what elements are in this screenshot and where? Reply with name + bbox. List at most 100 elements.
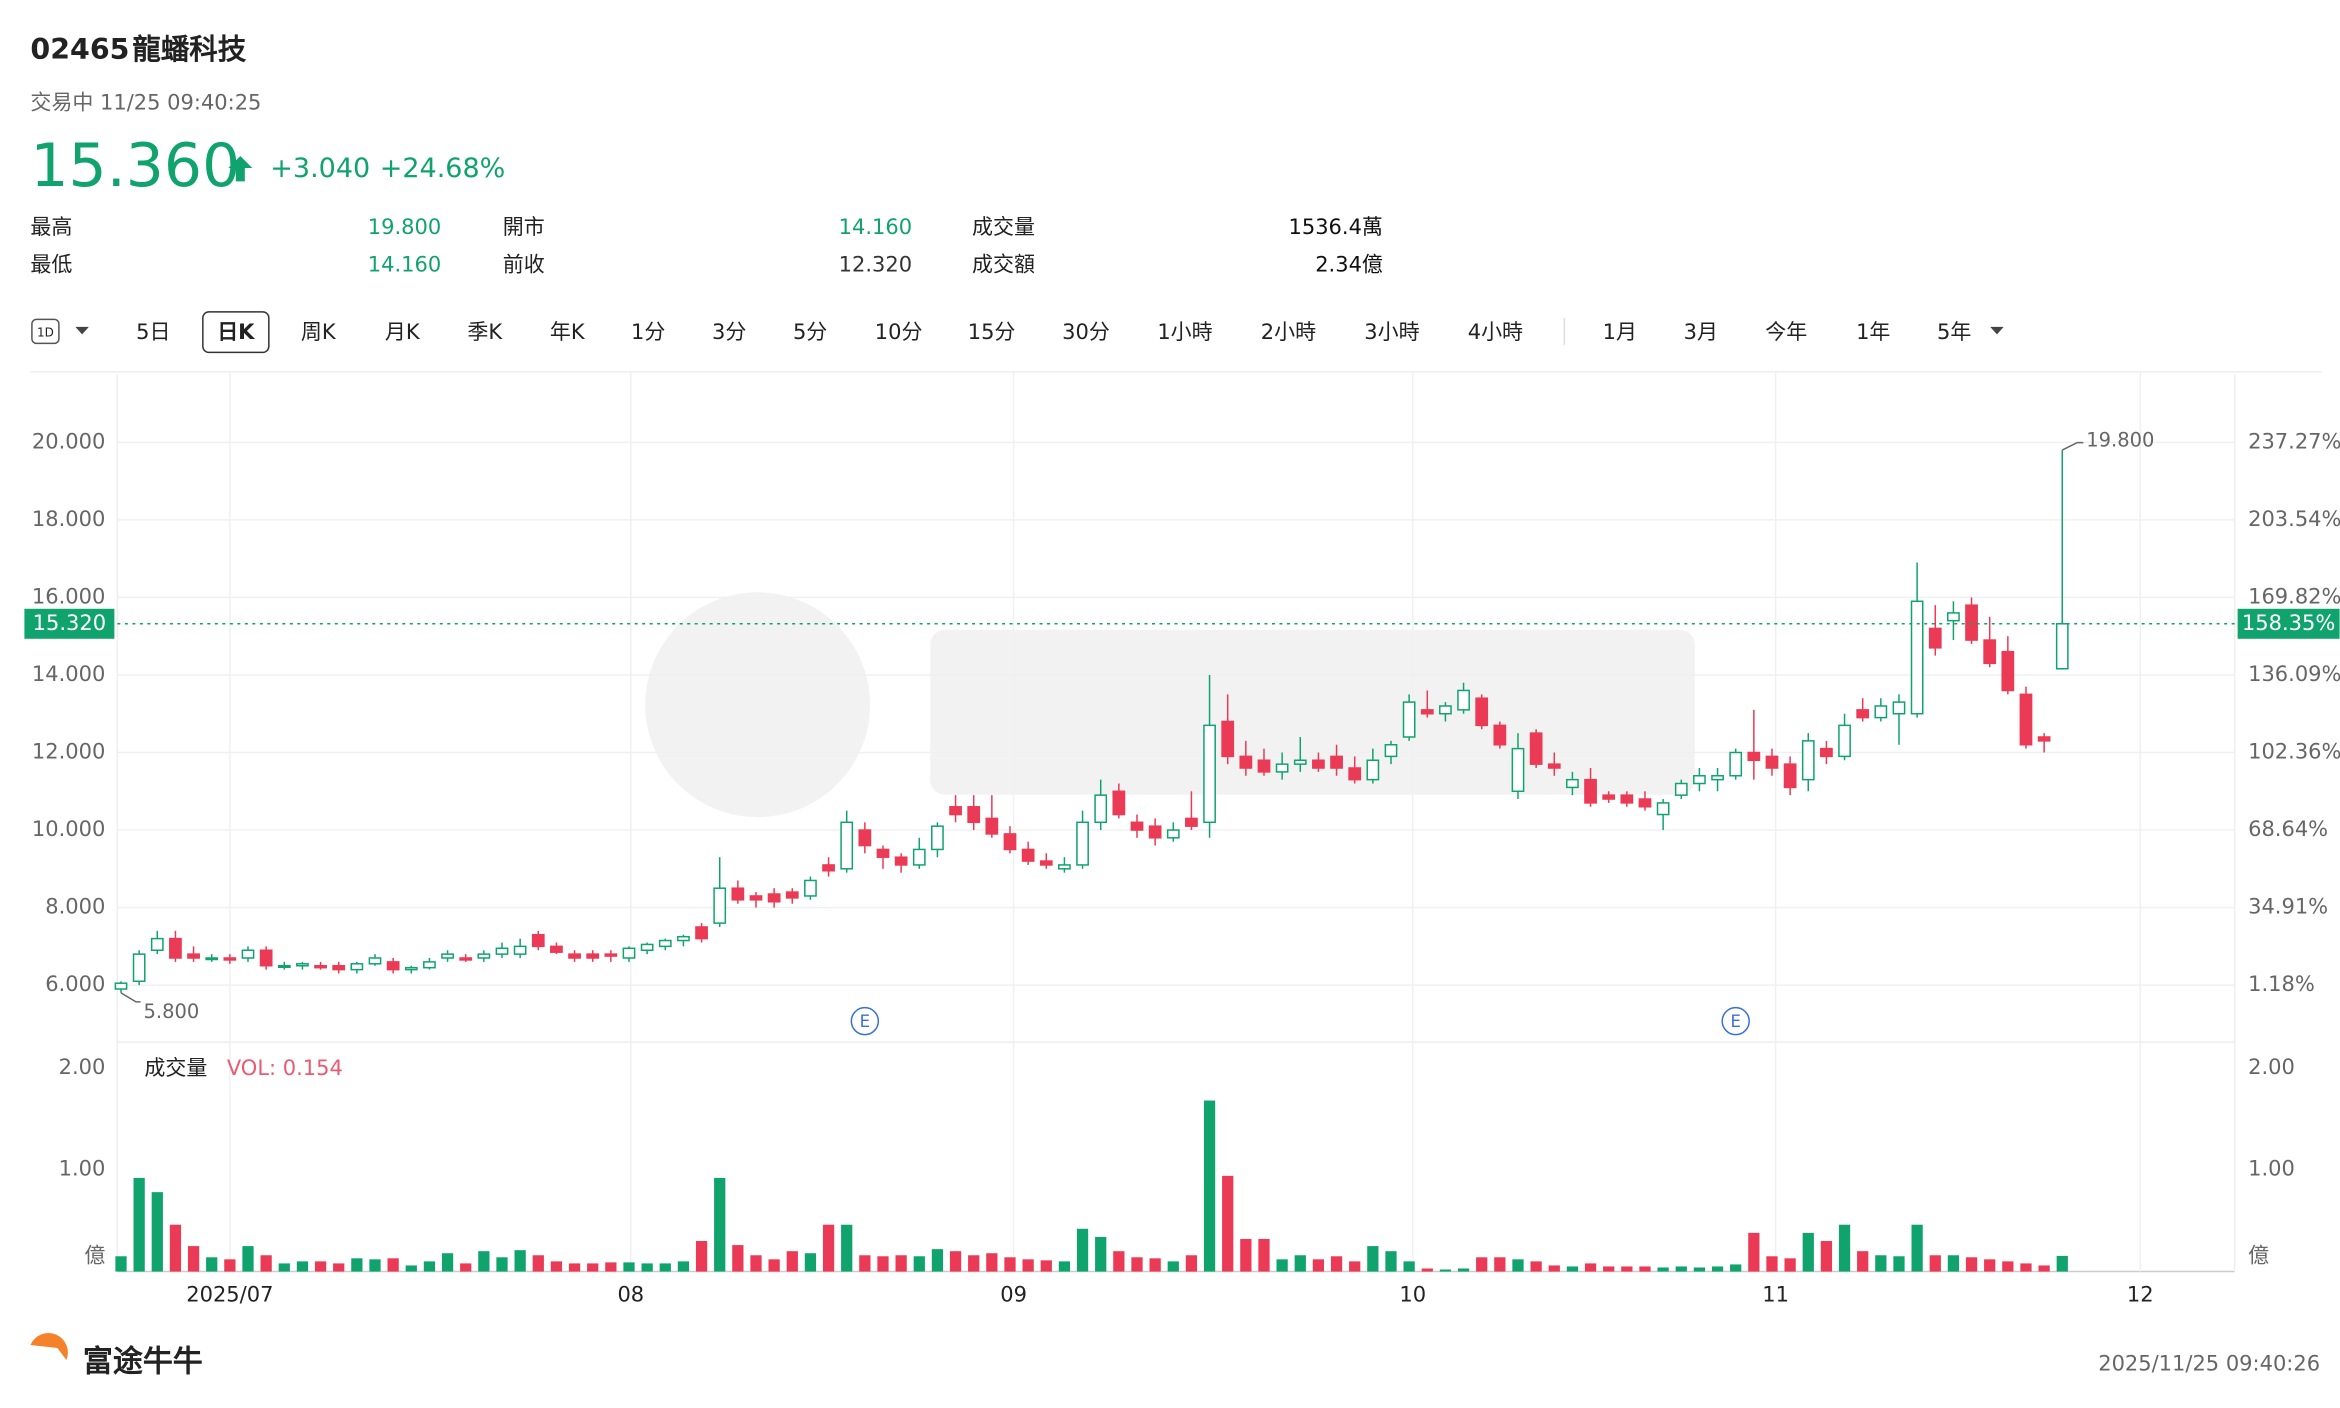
tab[interactable]: 1小時 (1157, 320, 1212, 344)
candle-body (1348, 767, 1362, 781)
x-tick-label: 11 (1762, 1283, 1789, 1307)
volume-tick-label: 億 (84, 1244, 105, 1268)
volume-bar (2038, 1265, 2050, 1272)
tab[interactable]: 3小時 (1364, 320, 1419, 344)
pct-tag-label: 158.35% (2242, 611, 2335, 635)
tab[interactable]: 1分 (631, 320, 665, 344)
volume-bar (1566, 1266, 1579, 1272)
candle-body (1620, 794, 1634, 804)
candle-body (1547, 763, 1561, 769)
tab[interactable]: 月K (385, 320, 421, 344)
stat-label: 最低 (30, 252, 72, 276)
candle-body (1475, 697, 1489, 727)
candle-body (2019, 693, 2033, 746)
y-tick-label: 10.000 (32, 817, 105, 841)
candle-body (1094, 794, 1108, 824)
candle-body (1058, 864, 1071, 870)
tab[interactable]: 2小時 (1261, 320, 1316, 344)
candle-body (840, 821, 854, 870)
candle-body (459, 957, 473, 961)
y-tick-label: 6.000 (45, 972, 105, 996)
tab[interactable]: 季K (467, 320, 503, 344)
volume-bar (514, 1250, 526, 1272)
candle-body (1221, 720, 1235, 758)
candle-body (1965, 604, 1978, 641)
tab[interactable]: 5年 (1937, 320, 1971, 344)
volume-bar (1984, 1259, 1996, 1272)
tab[interactable]: 日K (217, 320, 255, 344)
volume-bar (568, 1263, 581, 1272)
tab[interactable]: 15分 (968, 320, 1016, 344)
tab[interactable]: 5分 (793, 320, 827, 344)
candle-body (604, 953, 618, 957)
volume-bar (2020, 1263, 2032, 1272)
volume-bar (1639, 1266, 1651, 1272)
candle-body (531, 933, 545, 948)
candle-body (169, 937, 182, 959)
volume-bar (877, 1256, 889, 1272)
candle-body (1457, 689, 1470, 711)
candle-body (132, 953, 146, 983)
tab[interactable]: 30分 (1062, 320, 1110, 344)
y2-tick-label: 169.82% (2248, 584, 2340, 608)
volume-bar (206, 1257, 218, 1272)
tab[interactable]: 1D (37, 325, 54, 339)
volume-bar (532, 1255, 544, 1272)
volume-bar (1076, 1228, 1089, 1272)
candle-body (1076, 821, 1089, 866)
candle-body (804, 879, 817, 897)
tab[interactable]: 周K (301, 320, 337, 344)
tab[interactable]: 3月 (1684, 320, 1718, 344)
candle-body (1947, 612, 1960, 622)
candle-body (677, 935, 690, 942)
volume-bar (949, 1251, 962, 1272)
stat-value: 14.160 (368, 252, 441, 276)
tab[interactable]: 5日 (136, 320, 170, 344)
volume-bar (478, 1251, 490, 1272)
tab[interactable]: 10分 (875, 320, 923, 344)
tab[interactable]: 4小時 (1468, 320, 1523, 344)
volume-bar (1330, 1256, 1343, 1272)
volume-bar (1621, 1266, 1633, 1272)
volume-bar (605, 1262, 617, 1272)
volume-bar (169, 1224, 182, 1272)
event-marker[interactable] (1721, 1006, 1750, 1036)
candle-body (586, 953, 600, 959)
volume-bar (786, 1251, 798, 1272)
stat-value: 12.320 (839, 252, 912, 276)
volume-bar (1457, 1268, 1470, 1272)
candle-body (1493, 724, 1507, 746)
candle-body (1529, 732, 1543, 765)
volume-bar (1421, 1268, 1433, 1272)
volume-tick-label-right: 億 (2248, 1244, 2269, 1268)
volume-bar (1095, 1236, 1107, 1272)
candle-body (1874, 705, 1888, 719)
volume-bar (841, 1224, 853, 1272)
event-label: E (860, 1012, 870, 1031)
candle-body (876, 848, 890, 858)
volume-bar (369, 1259, 381, 1272)
tab[interactable]: 今年 (1765, 320, 1807, 344)
y2-tick-label: 136.09% (2248, 662, 2340, 686)
volume-bar (1349, 1261, 1361, 1272)
volume-tick-label: 2.00 (59, 1055, 106, 1079)
y-tick-label: 18.000 (32, 507, 105, 531)
tab[interactable]: 3分 (712, 320, 746, 344)
tab[interactable]: 1月 (1603, 320, 1637, 344)
stat-value: 1536.4萬 (1289, 215, 1383, 239)
watermark (645, 592, 1695, 818)
stat-label: 最高 (30, 215, 72, 239)
tab[interactable]: 年K (550, 320, 586, 344)
event-marker[interactable] (850, 1006, 880, 1036)
x-tick-label: 2025/07 (186, 1283, 273, 1307)
volume-bar (314, 1261, 327, 1272)
tab[interactable]: 1年 (1856, 320, 1890, 344)
candle-body (1039, 860, 1053, 866)
volume-bar (1276, 1259, 1288, 1272)
candle-body (1402, 701, 1416, 738)
candle-body (894, 856, 908, 866)
stat-label: 開市 (503, 215, 545, 239)
volume-bar (278, 1263, 290, 1272)
candle-body (205, 957, 219, 961)
y-tick-label: 12.000 (32, 740, 105, 764)
